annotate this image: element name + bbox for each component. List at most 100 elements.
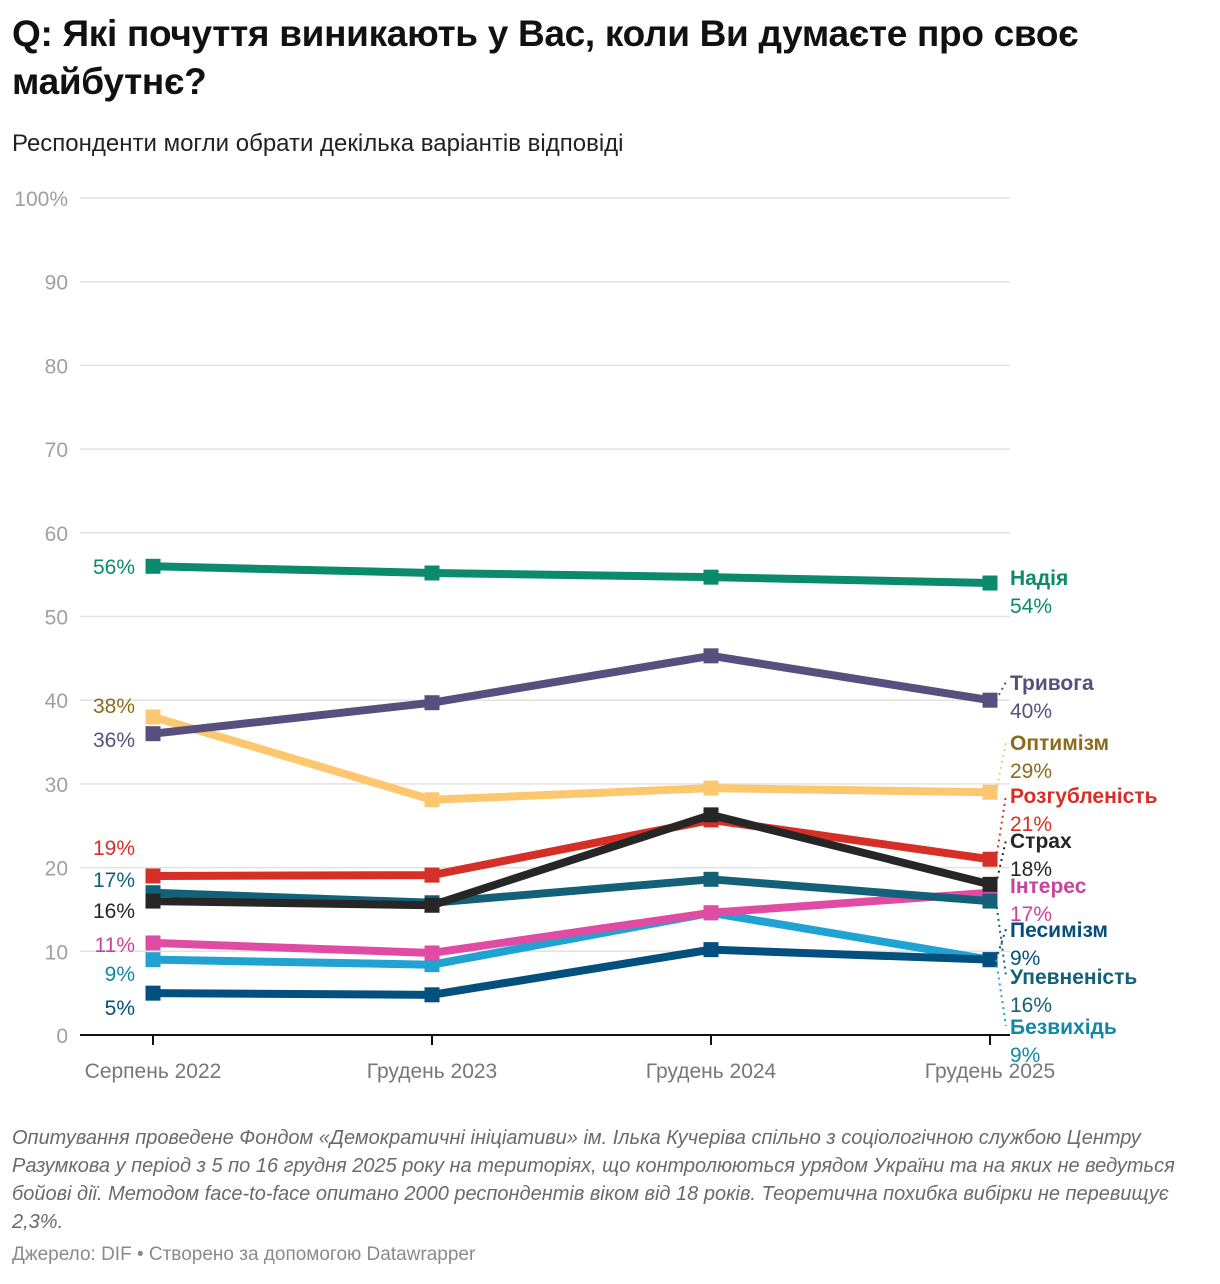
series-name-label: Песимізм: [1010, 919, 1108, 942]
start-label: 9%: [105, 963, 135, 986]
series-end-value: 18%: [1010, 858, 1052, 881]
data-point: [982, 784, 998, 800]
x-tick-label: Серпень 2022: [85, 1060, 222, 1083]
series-end-value: 29%: [1010, 760, 1052, 783]
start-label: 11%: [95, 934, 135, 957]
y-tick-label: 50: [45, 607, 68, 630]
data-point: [145, 726, 161, 742]
label-connector: [995, 900, 1007, 977]
data-point: [145, 868, 161, 884]
series-lines: [145, 558, 998, 1003]
series-line: [152, 815, 991, 880]
series-line: [152, 888, 991, 957]
series-Розгубленість: [145, 812, 998, 884]
label-connector: [995, 839, 1007, 885]
series-Оптимізм: [145, 709, 998, 808]
series-name-label: Надія: [1010, 567, 1068, 590]
y-tick-label: 0: [56, 1025, 68, 1048]
start-label: 17%: [93, 869, 135, 892]
start-label: 19%: [93, 837, 135, 860]
start-label: 38%: [93, 695, 135, 718]
label-connector: [995, 741, 1007, 793]
series-line: [152, 651, 991, 738]
data-point: [703, 648, 719, 664]
series-end-value: 40%: [1010, 700, 1052, 723]
chart-subtitle: Респонденти могли обрати декілька варіан…: [12, 130, 624, 157]
data-point: [424, 957, 440, 973]
x-tick-label: Грудень 2023: [367, 1060, 497, 1083]
y-axis-ticks: 0 10 20 30 40 50 60 70 80 90 100%: [14, 188, 68, 1048]
series-line: [152, 875, 991, 907]
data-point: [703, 780, 719, 796]
series-line: [151, 713, 991, 804]
y-tick-label: 20: [45, 858, 68, 881]
y-tick-label: 90: [45, 272, 68, 295]
x-tick-label: Грудень 2025: [925, 1060, 1055, 1083]
data-point: [424, 792, 440, 808]
series-Страх: [145, 807, 998, 913]
data-point: [145, 985, 161, 1001]
series-end-value: 9%: [1010, 1044, 1040, 1067]
y-tick-label: 80: [45, 355, 68, 378]
data-point: [145, 893, 161, 909]
series-end-value: 16%: [1010, 994, 1052, 1017]
data-point: [982, 575, 998, 591]
series-name-label: Безвихідь: [1010, 1016, 1117, 1039]
data-point: [982, 893, 998, 909]
data-point: [145, 558, 161, 574]
gridlines: [80, 197, 1010, 953]
data-point: [982, 952, 998, 968]
data-point: [145, 709, 161, 725]
x-tick-label: Грудень 2024: [646, 1060, 777, 1083]
data-point: [145, 952, 161, 968]
data-point: [424, 867, 440, 883]
y-tick-label: 100%: [14, 188, 68, 211]
y-tick-label: 10: [45, 941, 68, 964]
series-end-value: 17%: [1010, 903, 1052, 926]
series-name-label: Упевненість: [1010, 966, 1137, 989]
y-tick-label: 60: [45, 523, 68, 546]
series-end-value: 9%: [1010, 947, 1040, 970]
series-end-value: 54%: [1010, 595, 1052, 618]
y-tick-label: 30: [45, 774, 68, 797]
start-label: 5%: [105, 997, 135, 1020]
y-tick-label: 40: [45, 690, 68, 713]
data-point: [145, 935, 161, 951]
series-name-label: Оптимізм: [1010, 732, 1109, 755]
label-connector: [995, 959, 1007, 1027]
series-Безвихідь: [145, 905, 998, 973]
data-point: [982, 876, 998, 892]
start-label: 56%: [93, 556, 135, 579]
data-point: [982, 851, 998, 867]
label-connector: [995, 794, 1007, 860]
data-point: [703, 569, 719, 585]
series-Песимізм: [145, 942, 998, 1003]
series-name-label: Страх: [1010, 830, 1072, 853]
data-point: [424, 565, 440, 581]
line-chart: 0 10 20 30 40 50 60 70 80 90 100% Серпень 2022 Груд…: [14, 188, 1158, 1083]
data-point: [703, 942, 719, 958]
series-Тривога: [145, 648, 998, 742]
series-line: [152, 945, 991, 999]
series-line: [152, 810, 991, 910]
series-line: [152, 908, 991, 969]
start-label: 36%: [93, 729, 135, 752]
series-name-label: Інтерес: [1010, 875, 1087, 898]
data-point: [982, 692, 998, 708]
methodology-note: Опитування проведене Фондом «Демократичн…: [12, 1127, 1175, 1233]
series-end-value: 21%: [1010, 813, 1052, 836]
y-tick-label: 70: [45, 439, 68, 462]
data-point: [424, 897, 440, 913]
data-point: [703, 871, 719, 887]
data-point: [703, 807, 719, 823]
series-line: [152, 562, 991, 588]
chart-title: Q: Які почуття виникають у Вас, коли Ви …: [12, 13, 1079, 102]
data-point: [703, 905, 719, 921]
start-label: 16%: [93, 900, 135, 923]
data-point: [424, 695, 440, 711]
start-labels: 56% 36% 38% 19% 16% 11% 5% 17% 9%: [93, 556, 135, 1020]
series-Надія: [145, 558, 998, 591]
series-name-label: Тривога: [1010, 672, 1094, 695]
series-name-label: Розгубленість: [1010, 785, 1158, 808]
x-axis: Серпень 2022 Грудень 2023 Грудень 2024 Груд…: [80, 1034, 1055, 1083]
